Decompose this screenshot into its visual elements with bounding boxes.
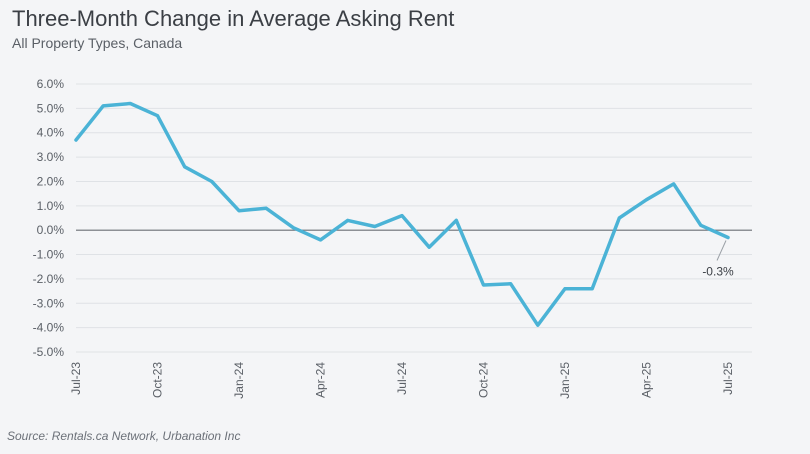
series-group — [74, 101, 730, 327]
data-point — [645, 198, 648, 202]
y-tick-label: 6.0% — [37, 77, 65, 91]
y-tick-label: -4.0% — [33, 321, 65, 335]
data-point — [400, 214, 404, 218]
x-tick-label: Apr-24 — [314, 362, 328, 398]
x-tick-label: Oct-23 — [151, 362, 165, 398]
data-point — [210, 179, 214, 183]
chart-title: Three-Month Change in Average Asking Ren… — [12, 6, 455, 31]
data-point — [264, 206, 268, 210]
annotation-leader-line — [716, 240, 727, 261]
gridlines — [76, 83, 752, 353]
data-point — [509, 282, 513, 286]
data-point — [590, 287, 594, 291]
data-point — [672, 182, 676, 186]
y-tick-label: -2.0% — [33, 272, 65, 286]
data-point — [454, 218, 458, 222]
data-point — [291, 226, 295, 230]
data-point — [726, 235, 730, 239]
data-point — [237, 209, 241, 213]
y-tick-label: 0.0% — [37, 223, 65, 237]
data-point — [373, 225, 377, 229]
source-note: Source: Rentals.ca Network, Urbanation I… — [7, 429, 241, 443]
data-point — [128, 101, 132, 105]
x-axis-ticks: Jul-23 Oct-23 Jan-24 Apr-24 Jul-24 Oct-24 Jan-… — [69, 362, 735, 399]
y-tick-label: 5.0% — [37, 101, 65, 115]
y-tick-label: -5.0% — [33, 345, 65, 359]
y-tick-label: -1.0% — [33, 248, 65, 262]
data-point — [74, 138, 78, 142]
y-tick-label: 2.0% — [37, 174, 65, 188]
x-tick-label: Jan-25 — [558, 362, 572, 399]
data-point — [536, 323, 540, 327]
y-tick-label: -3.0% — [33, 296, 65, 310]
data-point — [699, 223, 703, 227]
x-tick-label: Oct-24 — [477, 362, 491, 398]
data-point — [563, 287, 567, 291]
chart-subtitle: All Property Types, Canada — [12, 35, 183, 51]
y-tick-label: 1.0% — [37, 199, 65, 213]
x-tick-label: Jul-24 — [395, 362, 409, 395]
y-tick-label: 4.0% — [37, 126, 65, 140]
data-point — [617, 216, 621, 220]
data-point — [427, 245, 431, 249]
y-tick-label: 3.0% — [37, 150, 65, 164]
data-label: -0.3% — [702, 264, 734, 278]
data-point — [156, 114, 159, 118]
data-point — [319, 238, 322, 242]
data-point — [101, 104, 105, 108]
data-point — [183, 165, 187, 169]
data-point — [346, 218, 350, 222]
x-tick-label: Apr-25 — [640, 362, 654, 398]
y-axis-ticks: 6.0% 5.0% 4.0% 3.0% 2.0% 1.0% 0.0% -1.0% -2.0% -3… — [33, 77, 65, 359]
data-point — [482, 283, 485, 287]
x-tick-label: Jan-24 — [232, 362, 246, 399]
annotation-group: -0.3% — [702, 240, 734, 278]
x-tick-label: Jul-23 — [69, 362, 83, 395]
x-tick-label: Jul-25 — [721, 362, 735, 395]
